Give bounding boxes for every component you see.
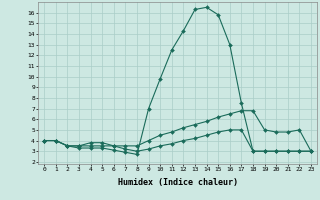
X-axis label: Humidex (Indice chaleur): Humidex (Indice chaleur) [118,178,238,187]
